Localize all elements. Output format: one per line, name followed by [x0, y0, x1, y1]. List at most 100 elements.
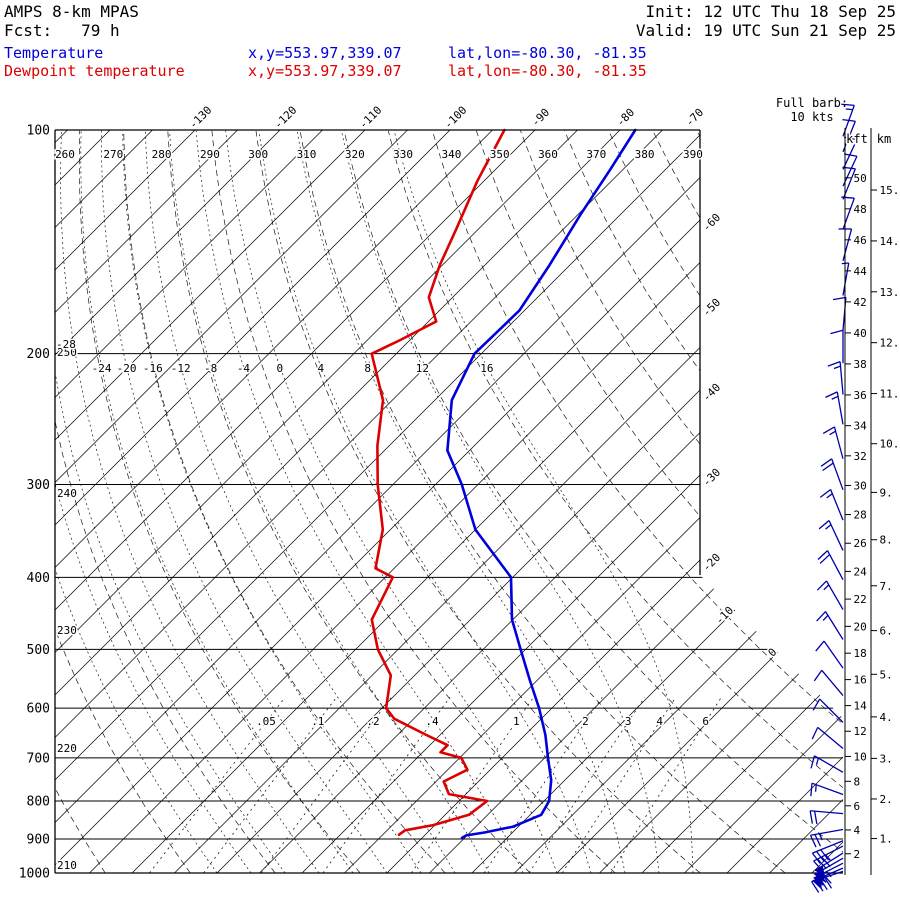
pressure-lines [55, 130, 843, 873]
svg-text:9.: 9. [880, 486, 893, 499]
svg-text:1.: 1. [880, 833, 893, 846]
svg-text:-60: -60 [700, 211, 723, 234]
svg-text:6: 6 [702, 715, 709, 728]
svg-text:600: 600 [27, 702, 50, 717]
svg-text:-16: -16 [143, 362, 163, 375]
dewpoint-latlon: lat,lon=-80.30, -81.35 [448, 62, 647, 80]
svg-text:4: 4 [656, 715, 663, 728]
svg-text:6.: 6. [880, 625, 893, 638]
svg-text:800: 800 [27, 794, 50, 809]
barb-legend-line1: Full barb: [775, 96, 849, 110]
svg-text:-20: -20 [117, 362, 137, 375]
svg-text:250: 250 [57, 346, 77, 359]
svg-text:30: 30 [854, 479, 867, 492]
plot-border [54, 129, 843, 874]
svg-text:1: 1 [513, 715, 520, 728]
svg-text:320: 320 [345, 148, 365, 161]
svg-text:16: 16 [480, 362, 493, 375]
svg-text:44: 44 [854, 265, 868, 278]
barb-legend: Full barb: 10 kts [766, 96, 858, 124]
svg-text:260: 260 [55, 148, 75, 161]
svg-text:12: 12 [416, 362, 429, 375]
init-time: Init: 12 UTC Thu 18 Sep 25 [645, 2, 896, 21]
svg-text:220: 220 [57, 742, 77, 755]
svg-text:-120: -120 [272, 104, 300, 132]
svg-text:2: 2 [582, 715, 589, 728]
svg-text:28: 28 [854, 509, 867, 522]
svg-text:-100: -100 [442, 104, 470, 132]
svg-text:20: 20 [854, 620, 867, 633]
svg-text:.4: .4 [425, 715, 439, 728]
svg-text:32: 32 [854, 450, 867, 463]
svg-text:38: 38 [854, 358, 867, 371]
svg-text:500: 500 [27, 643, 50, 658]
svg-text:-8: -8 [204, 362, 217, 375]
isotherms [55, 130, 843, 873]
svg-text:230: 230 [57, 624, 77, 637]
temperature-latlon: lat,lon=-80.30, -81.35 [448, 44, 647, 62]
svg-text:14: 14 [854, 700, 868, 713]
svg-text:18: 18 [854, 647, 867, 660]
svg-text:270: 270 [103, 148, 123, 161]
svg-text:-24: -24 [92, 362, 112, 375]
wind-barbs [809, 103, 858, 893]
svg-text:12: 12 [854, 725, 867, 738]
svg-text:11.: 11. [880, 388, 900, 401]
svg-text:200: 200 [27, 347, 50, 362]
svg-text:400: 400 [27, 571, 50, 586]
svg-text:.05: .05 [256, 715, 276, 728]
svg-text:46: 46 [854, 234, 867, 247]
svg-text:48: 48 [854, 203, 867, 216]
svg-text:50: 50 [854, 172, 867, 185]
svg-text:10: 10 [854, 750, 867, 763]
svg-text:-28: -28 [56, 338, 76, 351]
svg-text:1000: 1000 [19, 867, 50, 882]
svg-text:-50: -50 [700, 296, 723, 319]
svg-text:34: 34 [854, 420, 868, 433]
forecast-hour: Fcst: 79 h [4, 21, 120, 40]
svg-text:40: 40 [854, 327, 867, 340]
svg-text:-90: -90 [529, 106, 552, 129]
svg-text:290: 290 [200, 148, 220, 161]
svg-text:900: 900 [27, 833, 50, 848]
svg-text:16: 16 [854, 674, 867, 687]
svg-text:0: 0 [276, 362, 283, 375]
svg-text:km: km [877, 132, 891, 146]
svg-text:4.: 4. [880, 711, 893, 724]
svg-text:8: 8 [364, 362, 371, 375]
svg-text:210: 210 [57, 859, 77, 872]
svg-text:7.: 7. [880, 580, 893, 593]
svg-text:36: 36 [854, 389, 867, 402]
svg-text:-70: -70 [683, 106, 706, 129]
valid-time: Valid: 19 UTC Sun 21 Sep 25 [635, 21, 896, 40]
svg-text:4: 4 [854, 824, 861, 837]
svg-text:380: 380 [635, 148, 655, 161]
svg-text:390: 390 [683, 148, 703, 161]
svg-text:6: 6 [854, 800, 861, 813]
svg-text:26: 26 [854, 537, 867, 550]
svg-text:100: 100 [27, 124, 50, 139]
svg-text:2: 2 [854, 848, 861, 861]
svg-text:kft: kft [846, 132, 868, 146]
svg-text:-20: -20 [700, 551, 723, 574]
svg-text:-40: -40 [700, 381, 723, 404]
svg-text:300: 300 [27, 478, 50, 493]
dewpoint-xy: x,y=553.97,339.07 [248, 62, 402, 80]
dewpoint-legend-label: Dewpoint temperature [4, 62, 185, 80]
height-scale: kft km24681012141618202224262830323436384… [844, 128, 900, 875]
svg-text:22: 22 [854, 593, 867, 606]
svg-text:5.: 5. [880, 668, 893, 681]
svg-text:.2: .2 [366, 715, 379, 728]
svg-text:-130: -130 [187, 104, 215, 132]
svg-text:-12: -12 [171, 362, 191, 375]
svg-text:8.: 8. [880, 534, 893, 547]
svg-text:8: 8 [854, 775, 861, 788]
svg-text:3: 3 [625, 715, 632, 728]
barb-legend-line2: 10 kts [790, 110, 834, 124]
moist-adiabats [55, 130, 694, 873]
temperature-xy: x,y=553.97,339.07 [248, 44, 402, 62]
svg-text:2.: 2. [880, 793, 893, 806]
svg-text:300: 300 [248, 148, 268, 161]
svg-text:3.: 3. [880, 752, 893, 765]
